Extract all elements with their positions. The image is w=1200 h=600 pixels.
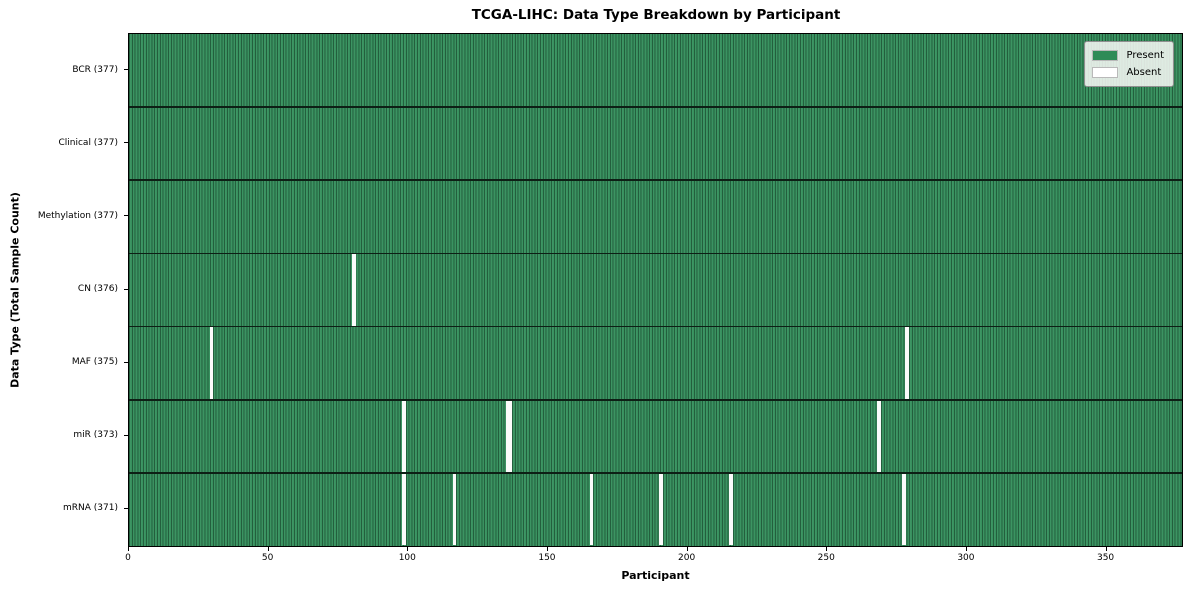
y-tick-label-BCR: BCR (377): [72, 64, 118, 75]
legend-label: Absent: [1126, 67, 1162, 78]
y-tick-mark: [124, 434, 128, 436]
absent-bar-MAF-278: [905, 327, 909, 399]
absent-bar-mRNA-165: [589, 473, 593, 546]
absent-bar-CN-80: [352, 254, 356, 326]
x-tick-mark: [1105, 547, 1107, 551]
x-tick-mark: [965, 547, 967, 551]
chart-title: TCGA-LIHC: Data Type Breakdown by Partic…: [471, 7, 841, 23]
absent-bar-mRNA-190: [659, 473, 663, 546]
plot-area: Present Absent: [128, 33, 1183, 547]
x-tick-label-250: 250: [817, 553, 835, 563]
x-tick-label-300: 300: [957, 553, 975, 563]
y-tick-mark: [124, 507, 128, 509]
x-tick-mark: [267, 547, 269, 551]
x-tick-label-150: 150: [538, 553, 556, 563]
y-tick-label-Clinical: Clinical (377): [58, 137, 118, 148]
legend-label: Present: [1126, 50, 1164, 61]
x-axis-ticks: 0 50 100 150 200 250 300 350: [125, 547, 1183, 569]
y-tick-mark: [124, 69, 128, 71]
y-tick-label-mRNA: mRNA (371): [63, 503, 118, 514]
y-tick-mark: [124, 288, 128, 290]
legend-item-present: Present: [1092, 47, 1164, 64]
row-separator-line: [129, 106, 1182, 108]
x-tick-mark: [407, 547, 409, 551]
x-tick-mark: [128, 547, 129, 551]
absent-bar-mRNA-215: [729, 473, 733, 546]
x-tick-label-200: 200: [678, 553, 696, 563]
x-tick-mark: [546, 547, 548, 551]
absent-bar-miR-136: [508, 400, 512, 472]
x-tick-label-0: 0: [125, 553, 131, 563]
y-tick-label-miR: miR (373): [73, 430, 118, 441]
legend: Present Absent: [1084, 41, 1174, 87]
y-tick-mark: [124, 142, 128, 144]
x-axis-label: Participant: [621, 569, 690, 582]
x-tick-label-100: 100: [398, 553, 416, 563]
row-separator-line: [129, 252, 1182, 255]
x-tick-mark: [686, 547, 688, 551]
y-tick-mark: [124, 361, 128, 363]
absent-bar-mRNA-277: [902, 473, 906, 546]
y-tick-mark: [124, 215, 128, 217]
legend-swatch-present: [1092, 50, 1119, 61]
absent-bar-miR-268: [877, 400, 881, 472]
y-axis-ticks: BCR (377) Clinical (377) Methylation (377)…: [0, 33, 128, 547]
x-tick-label-350: 350: [1096, 553, 1115, 563]
absent-bar-miR-135: [505, 400, 510, 472]
absent-bar-miR-98: [402, 400, 406, 472]
absent-bar-MAF-29: [209, 327, 214, 399]
row-separator-line: [129, 472, 1182, 474]
x-tick-label-50: 50: [261, 553, 274, 563]
absent-bar-mRNA-116: [452, 473, 457, 546]
row-separator-line: [129, 398, 1182, 401]
legend-item-absent: Absent: [1092, 64, 1164, 81]
row-separator-line: [129, 325, 1182, 328]
y-tick-label-Methylation: Methylation (377): [37, 210, 118, 221]
row-separator-line: [129, 179, 1182, 182]
x-tick-mark: [826, 547, 828, 551]
legend-swatch-absent: [1092, 67, 1119, 78]
y-tick-label-CN: CN (376): [77, 284, 118, 294]
absent-bar-mRNA-98: [402, 473, 406, 546]
y-tick-label-MAF: MAF (375): [71, 357, 118, 368]
